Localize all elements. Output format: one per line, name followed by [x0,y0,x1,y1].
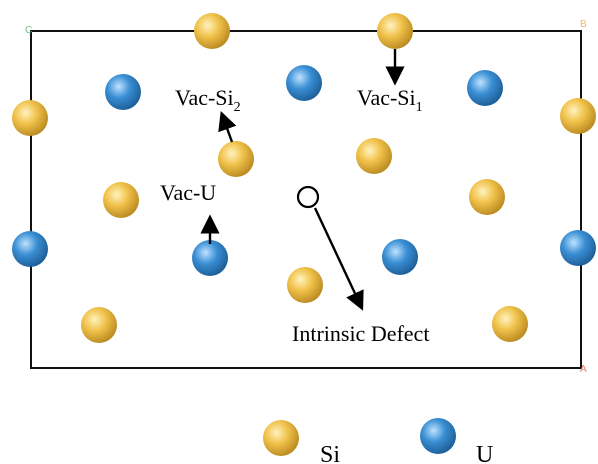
legend-si-swatch [263,420,299,456]
label-vac-si1: Vac-Si1 [357,85,423,115]
legend-si-label: Si [320,442,340,464]
legend: Si U [263,418,493,464]
label-intrinsic-defect: Intrinsic Defect [292,321,429,346]
u-atom [467,70,503,106]
label-vac-u: Vac-U [160,180,216,205]
si-atom [469,179,505,215]
si-atom [560,98,596,134]
si-atom [287,267,323,303]
si-atom [492,306,528,342]
si-atom [356,138,392,174]
si-atoms [12,13,596,343]
vacancy-site [296,185,320,209]
unit-cell-boundary [30,30,582,369]
si-atom [103,182,139,218]
label-vac-si2: Vac-Si2 [175,85,241,115]
arrow-vac-si2 [218,110,237,143]
corner-label-b: B [580,19,587,30]
arrow-intrinsic-defect [313,207,364,311]
si-atom [194,13,230,49]
u-atom [105,74,141,110]
u-atom [12,231,48,267]
si-atom [218,141,254,177]
si-atom [81,307,117,343]
si-atom [12,100,48,136]
legend-u-label: U [476,442,493,464]
corner-label-a: A [580,364,587,375]
u-atoms [12,65,596,276]
corner-label-c: C [25,25,32,36]
u-atom [560,230,596,266]
u-atom [286,65,322,101]
u-atom [192,240,228,276]
legend-u-swatch [420,418,456,454]
u-atom [382,239,418,275]
si-atom [377,13,413,49]
arrows [200,49,405,311]
